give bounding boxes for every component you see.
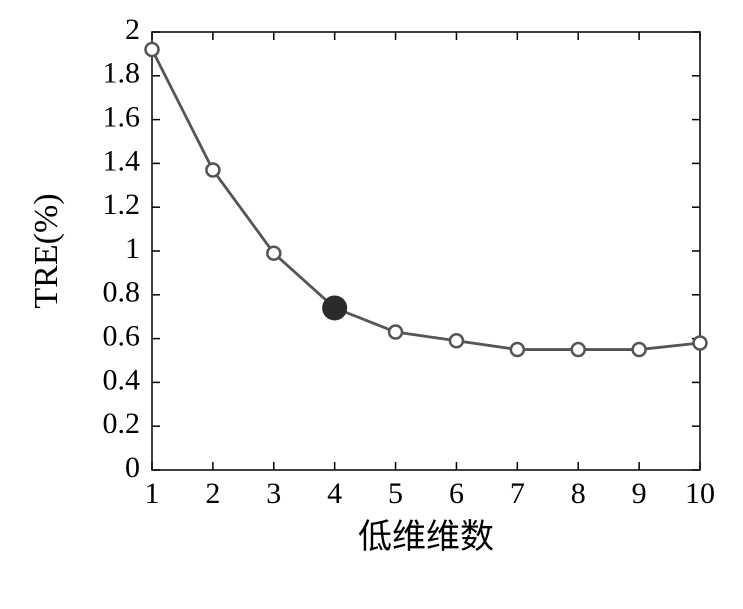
- x-tick-label: 3: [266, 477, 281, 510]
- chart-container: 0 0.2 0.4 0.6 0.8 1 1.2 1.4 1.6 1.8 2 1 2 3 4 5 6 7 8 9 10 低维…: [0, 0, 743, 609]
- data-marker: [511, 343, 524, 356]
- x-tick-label: 1: [145, 477, 160, 510]
- y-tick-label: 0: [125, 451, 140, 484]
- x-tick-label: 8: [571, 477, 586, 510]
- y-tick-label: 0.4: [103, 363, 141, 396]
- series-line: [152, 50, 700, 350]
- data-marker: [450, 334, 463, 347]
- data-marker: [146, 43, 159, 56]
- y-tick-label: 2: [125, 13, 140, 46]
- x-tick-label: 10: [685, 477, 715, 510]
- y-tick-label: 0.6: [103, 319, 141, 352]
- highlight-marker: [323, 296, 347, 320]
- x-tick-label: 9: [632, 477, 647, 510]
- y-tick-label: 1.8: [103, 57, 141, 90]
- y-tick-label: 1.4: [103, 144, 141, 177]
- data-marker: [206, 163, 219, 176]
- x-axis-title: 低维维数: [358, 518, 494, 556]
- data-marker: [572, 343, 585, 356]
- data-marker: [267, 247, 280, 260]
- x-tick-label: 2: [205, 477, 220, 510]
- x-tick-label: 5: [388, 477, 403, 510]
- plot-box: [152, 32, 700, 470]
- x-tick-label: 6: [449, 477, 464, 510]
- line-chart: 0 0.2 0.4 0.6 0.8 1 1.2 1.4 1.6 1.8 2 1 2 3 4 5 6 7 8 9 10 低维…: [0, 0, 743, 609]
- y-tick-label: 1.2: [103, 188, 141, 221]
- x-tick-label: 7: [510, 477, 525, 510]
- y-tick-label: 0.8: [103, 276, 141, 309]
- data-marker: [694, 336, 707, 349]
- y-tick-label: 1: [125, 232, 140, 265]
- x-tick-label: 4: [327, 477, 342, 510]
- y-axis-title: TRE(%): [28, 193, 65, 308]
- y-tick-label: 0.2: [103, 407, 141, 440]
- data-marker: [389, 326, 402, 339]
- data-marker: [633, 343, 646, 356]
- y-tick-label: 1.6: [103, 100, 141, 133]
